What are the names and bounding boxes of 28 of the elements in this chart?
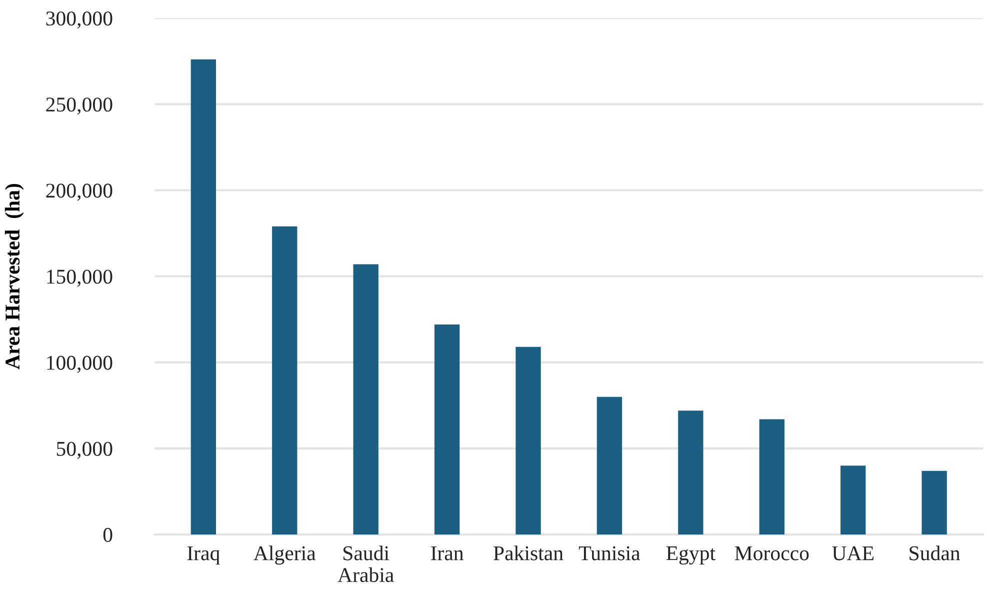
x-tick-label: Iran bbox=[431, 546, 464, 560]
bar bbox=[353, 264, 378, 535]
y-tick-label: 50,000 bbox=[56, 442, 112, 459]
x-tick-label: Pakistan bbox=[494, 546, 564, 560]
bar bbox=[678, 410, 704, 535]
bar bbox=[922, 470, 947, 535]
bar bbox=[190, 59, 216, 535]
x-tick-label: Algeria bbox=[254, 546, 316, 565]
x-tick-label: Sudan bbox=[910, 546, 960, 560]
x-tick-label: Saudi Arabia bbox=[338, 546, 394, 582]
x-tick-label: Iraq bbox=[187, 546, 220, 565]
x-tick-label: Egypt bbox=[666, 546, 716, 565]
bar bbox=[516, 346, 541, 535]
y-tick-label: 150,000 bbox=[47, 270, 112, 287]
y-tick-label: 200,000 bbox=[46, 184, 112, 201]
y-tick-label: 0 bbox=[103, 528, 112, 542]
x-tick-label: Tunisia bbox=[578, 546, 640, 560]
bar bbox=[759, 419, 784, 535]
bar bbox=[434, 324, 460, 535]
x-tick-label: Morocco bbox=[734, 546, 809, 560]
y-tick-label: 300,000 bbox=[46, 11, 112, 29]
y-tick-label: 250,000 bbox=[46, 98, 112, 115]
bar bbox=[272, 226, 298, 535]
x-tick-label: UAE bbox=[832, 546, 874, 560]
y-axis-title: Area Harvested (ha) bbox=[4, 184, 24, 370]
bar bbox=[840, 466, 866, 535]
y-tick-label: 100,000 bbox=[47, 356, 112, 373]
bar bbox=[596, 396, 622, 535]
